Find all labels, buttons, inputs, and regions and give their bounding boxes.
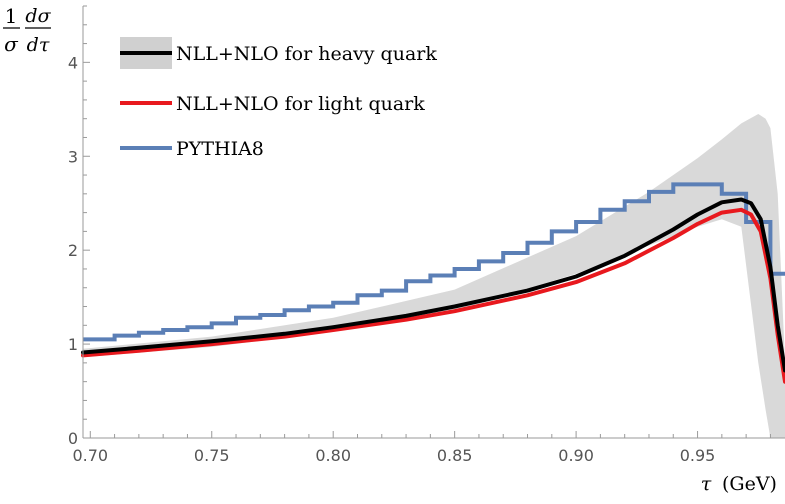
x-axis-title: τ (GeV) bbox=[701, 473, 777, 495]
pythia8-histogram bbox=[83, 182, 785, 342]
legend-item-light-quark: NLL+NLO for light quark bbox=[120, 93, 425, 115]
x-tick-label: 0.70 bbox=[72, 446, 108, 465]
xlabel-unit: (GeV) bbox=[722, 473, 777, 495]
heavy-quark-curve bbox=[81, 197, 785, 373]
legend-item-pythia8: PYTHIA8 bbox=[120, 138, 264, 160]
ylabel-num-left: 1 bbox=[5, 4, 18, 28]
heavy-quark-uncertainty-band bbox=[83, 114, 785, 438]
y-tick-label: 4 bbox=[68, 53, 78, 72]
legend-label-light-quark: NLL+NLO for light quark bbox=[176, 93, 425, 115]
legend-label-pythia8: PYTHIA8 bbox=[176, 138, 264, 160]
x-tick-label: 0.95 bbox=[680, 446, 716, 465]
y-tick-label: 0 bbox=[68, 429, 78, 448]
ylabel-den-right: dτ bbox=[27, 34, 50, 56]
uncertainty-band-layer bbox=[83, 114, 785, 438]
ylabel-num-right: dσ bbox=[25, 5, 51, 27]
x-tick-label: 0.90 bbox=[558, 446, 594, 465]
axes-layer bbox=[82, 6, 785, 439]
legend-label-heavy-quark: NLL+NLO for heavy quark bbox=[176, 43, 437, 65]
y-axis-title: 1 σ dσ dτ bbox=[3, 4, 52, 56]
x-tick-label: 0.75 bbox=[194, 446, 230, 465]
y-tick-label: 2 bbox=[68, 241, 78, 260]
xlabel-symbol: τ bbox=[701, 473, 712, 495]
legend-item-heavy-quark: NLL+NLO for heavy quark bbox=[120, 37, 437, 69]
ticks-layer: 0.70 0.75 0.80 0.85 0.90 0.95 0 1 2 3 4 bbox=[68, 5, 771, 465]
pythia8-histogram-layer bbox=[83, 182, 785, 342]
legend: NLL+NLO for heavy quark NLL+NLO for ligh… bbox=[120, 37, 437, 160]
series-layer bbox=[81, 197, 785, 384]
light-quark-curve bbox=[81, 207, 785, 384]
x-tick-label: 0.80 bbox=[315, 446, 351, 465]
y-tick-label: 1 bbox=[68, 335, 78, 354]
y-tick-label: 3 bbox=[68, 147, 78, 166]
x-tick-label: 0.85 bbox=[437, 446, 473, 465]
ylabel-den-left: σ bbox=[4, 32, 19, 56]
